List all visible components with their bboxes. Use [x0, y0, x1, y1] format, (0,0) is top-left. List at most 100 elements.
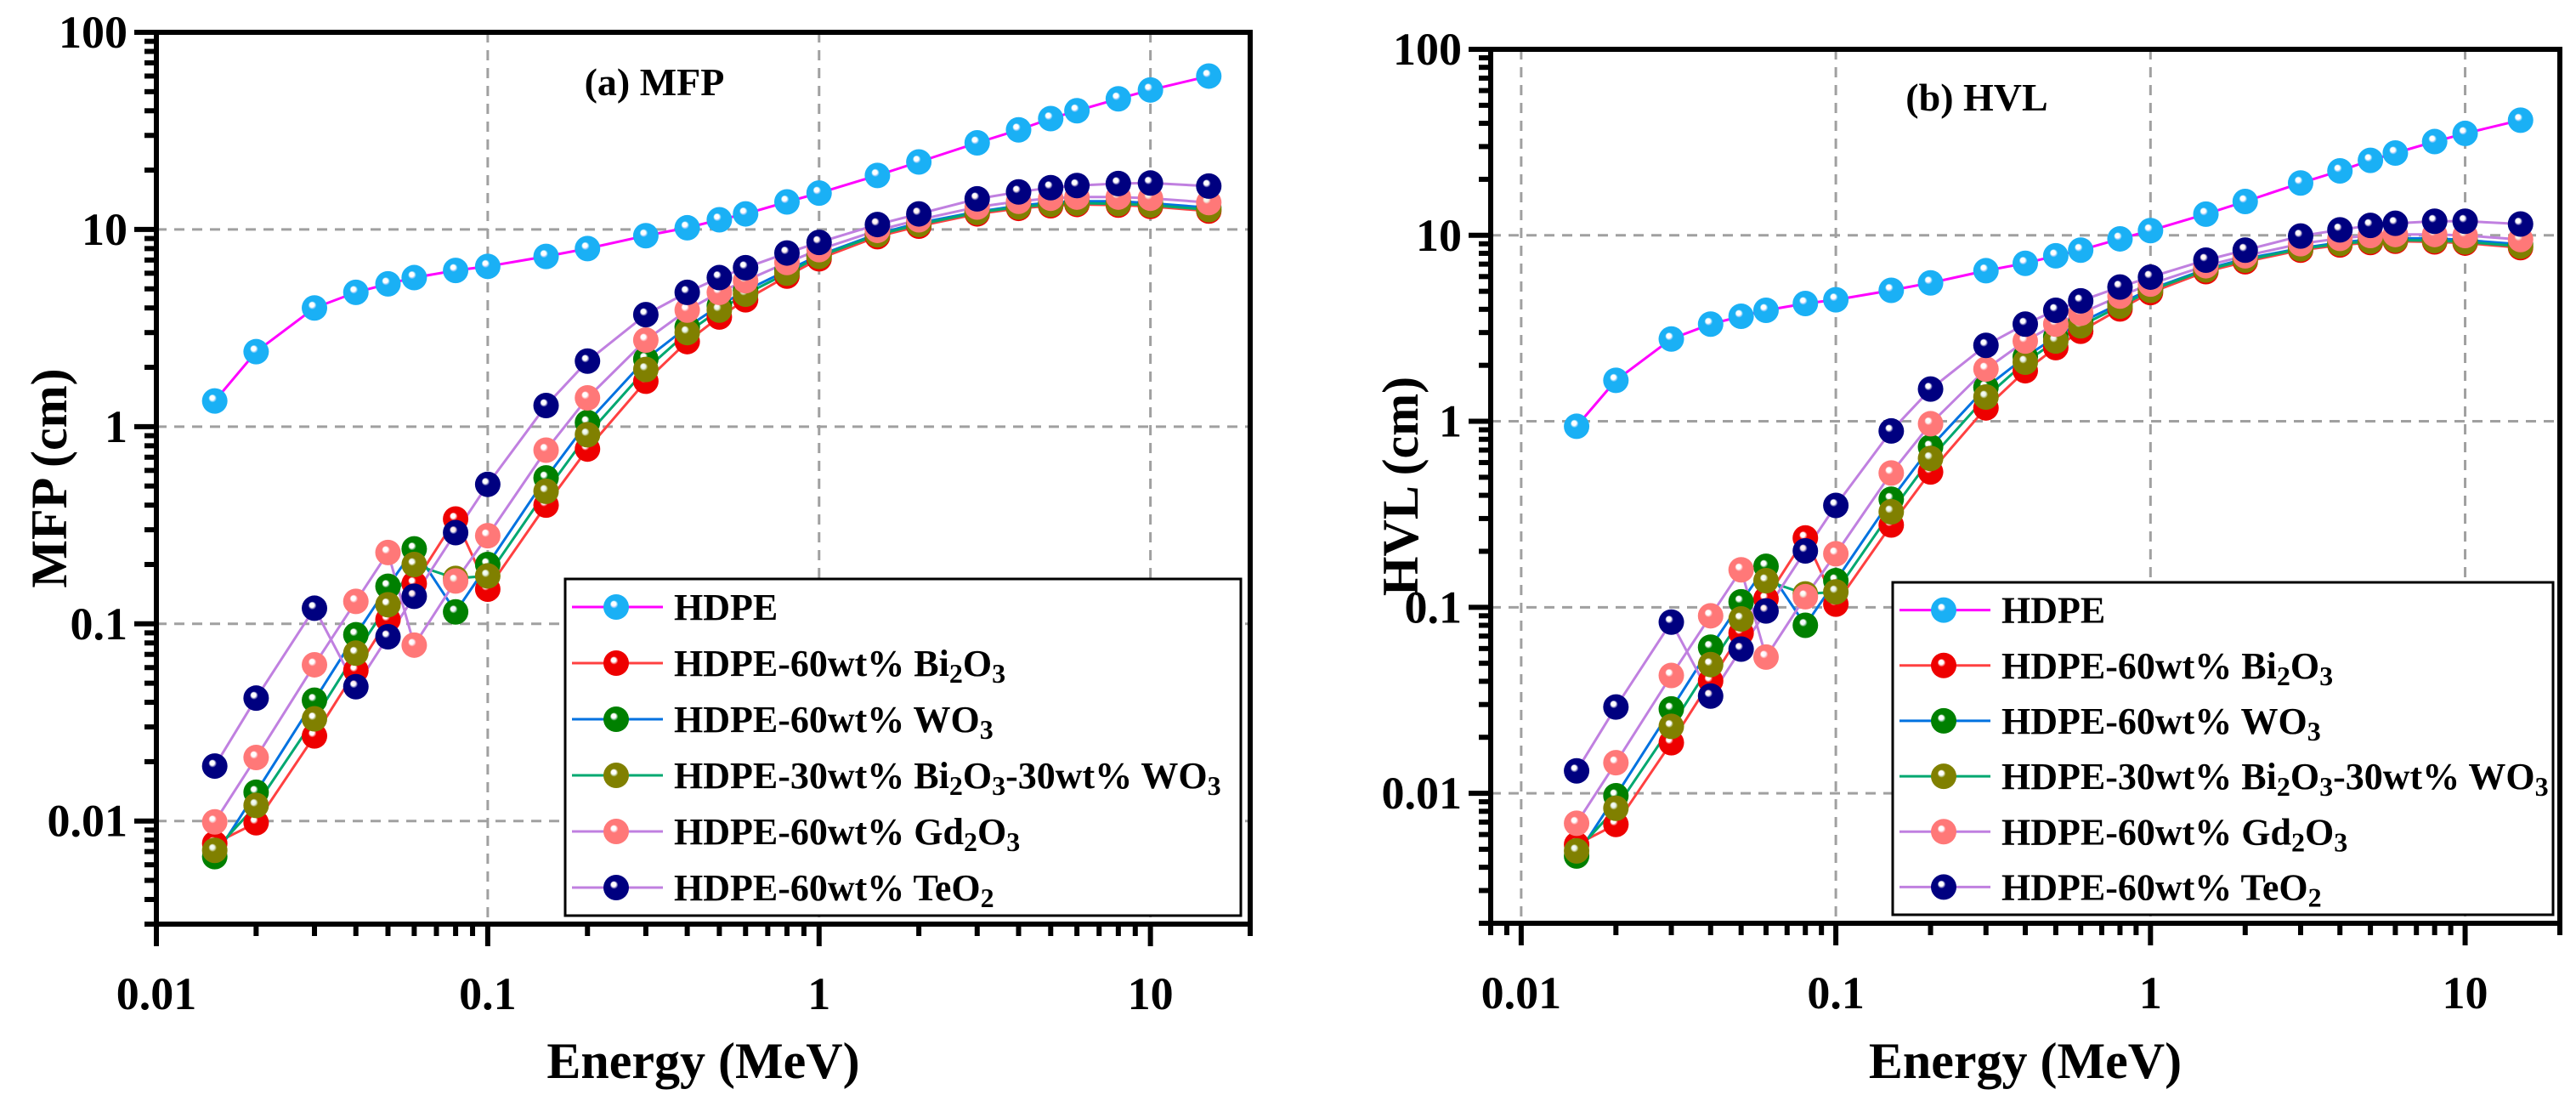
- y-tick-label: 0.01: [48, 796, 128, 847]
- panel-hvl: (b) HVL Energy (MeV) HVL (cm) 0.01 0.1 1 10…: [1373, 24, 2562, 1089]
- legend-marker-swatch: [1931, 707, 1956, 734]
- data-point: [1658, 713, 1684, 740]
- data-point: [1792, 537, 1819, 564]
- legend-item: HDPE-30wt% Bi2O3-30wt% WO3: [572, 755, 1221, 801]
- x-tick-label: 0.01: [116, 968, 197, 1019]
- data-point: [2137, 264, 2164, 290]
- data-point: [243, 338, 269, 365]
- axis-ticks: [1469, 47, 2562, 945]
- data-point: [443, 519, 469, 546]
- data-point: [2013, 311, 2038, 338]
- data-point: [706, 207, 733, 233]
- data-point: [401, 632, 427, 658]
- data-point: [1973, 356, 1999, 383]
- x-tick-label: 1: [2139, 967, 2162, 1018]
- data-point: [1973, 384, 1999, 411]
- legend-label: HDPE-60wt% WO3: [674, 699, 994, 745]
- plot-frame: [154, 30, 1253, 927]
- data-point: [1792, 583, 1819, 610]
- data-point: [632, 326, 659, 353]
- data-point: [575, 384, 601, 411]
- data-point: [375, 270, 401, 297]
- data-point: [2287, 170, 2313, 196]
- legend-label: HDPE-60wt% Bi2O3: [2001, 645, 2333, 691]
- data-point: [302, 595, 328, 621]
- data-point: [1603, 795, 1629, 821]
- y-tick-label: 1: [1439, 396, 1462, 447]
- data-point: [401, 264, 427, 291]
- legend-label: HDPE: [674, 587, 778, 628]
- legend-item: HDPE-60wt% Gd2O3: [1899, 811, 2347, 857]
- data-point: [1917, 269, 1944, 296]
- x-tick-label: 10: [2443, 967, 2488, 1018]
- data-point: [733, 201, 759, 227]
- data-point: [1005, 179, 1032, 205]
- y-tick-label: 10: [1416, 210, 1462, 261]
- data-point: [706, 297, 733, 323]
- data-point: [806, 230, 832, 256]
- data-point: [2107, 274, 2133, 300]
- data-point: [575, 235, 601, 262]
- legend-label: HDPE-60wt% Bi2O3: [674, 643, 1005, 689]
- data-point: [1878, 460, 1905, 486]
- data-point: [2193, 247, 2219, 274]
- data-point: [2232, 188, 2258, 214]
- data-point: [1064, 173, 1090, 199]
- series-markers: [201, 63, 1222, 870]
- data-point: [2327, 157, 2353, 184]
- data-point: [1038, 105, 1064, 132]
- x-axis-title: Energy (MeV): [546, 1033, 859, 1089]
- data-point: [243, 685, 269, 712]
- data-point: [2042, 298, 2069, 324]
- data-point: [1105, 86, 1131, 112]
- y-tick-label: 0.1: [71, 599, 128, 650]
- data-point: [302, 687, 328, 713]
- data-point: [2452, 208, 2478, 235]
- data-point: [2382, 139, 2409, 166]
- x-tick-label: 0.1: [459, 968, 517, 1019]
- data-point: [575, 422, 601, 448]
- series-markers: [1564, 107, 2534, 869]
- data-point: [1005, 116, 1032, 143]
- y-tick-label: 10: [82, 204, 127, 255]
- data-point: [474, 563, 501, 589]
- data-point: [2107, 225, 2133, 252]
- data-point: [1728, 605, 1754, 632]
- data-point: [2452, 120, 2478, 146]
- data-point: [343, 673, 369, 700]
- data-point: [1878, 277, 1905, 304]
- data-point: [906, 149, 932, 175]
- data-point: [1564, 810, 1590, 837]
- data-point: [243, 744, 269, 770]
- legend-marker-swatch: [603, 650, 629, 676]
- data-point: [375, 573, 401, 599]
- x-tick-label: 10: [1128, 968, 1174, 1019]
- data-point: [806, 180, 832, 207]
- data-point: [533, 243, 559, 269]
- legend-marker-swatch: [1931, 652, 1956, 678]
- data-point: [443, 258, 469, 284]
- data-point: [201, 753, 228, 780]
- data-point: [1752, 568, 1779, 594]
- legend-label: HDPE: [2001, 590, 2105, 632]
- data-point: [2507, 107, 2534, 133]
- legend-label: HDPE-60wt% TeO2: [674, 867, 994, 913]
- data-point: [632, 223, 659, 249]
- data-point: [864, 212, 891, 238]
- data-point: [1973, 332, 1999, 359]
- data-point: [964, 130, 990, 156]
- legend-marker-swatch: [1931, 819, 1956, 845]
- data-point: [1752, 644, 1779, 670]
- legend-item: HDPE-60wt% WO3: [572, 699, 994, 745]
- x-tick-label: 1: [807, 968, 830, 1019]
- data-point: [1752, 298, 1779, 324]
- data-point: [1728, 557, 1754, 583]
- legend-marker-swatch: [603, 763, 629, 788]
- data-point: [1823, 541, 1849, 567]
- data-point: [1658, 326, 1684, 352]
- data-point: [1658, 609, 1684, 635]
- x-tick-label: 0.01: [1481, 967, 1562, 1018]
- y-axis-title: HVL (cm): [1373, 377, 1429, 596]
- data-point: [1728, 636, 1754, 662]
- data-point: [1697, 683, 1724, 709]
